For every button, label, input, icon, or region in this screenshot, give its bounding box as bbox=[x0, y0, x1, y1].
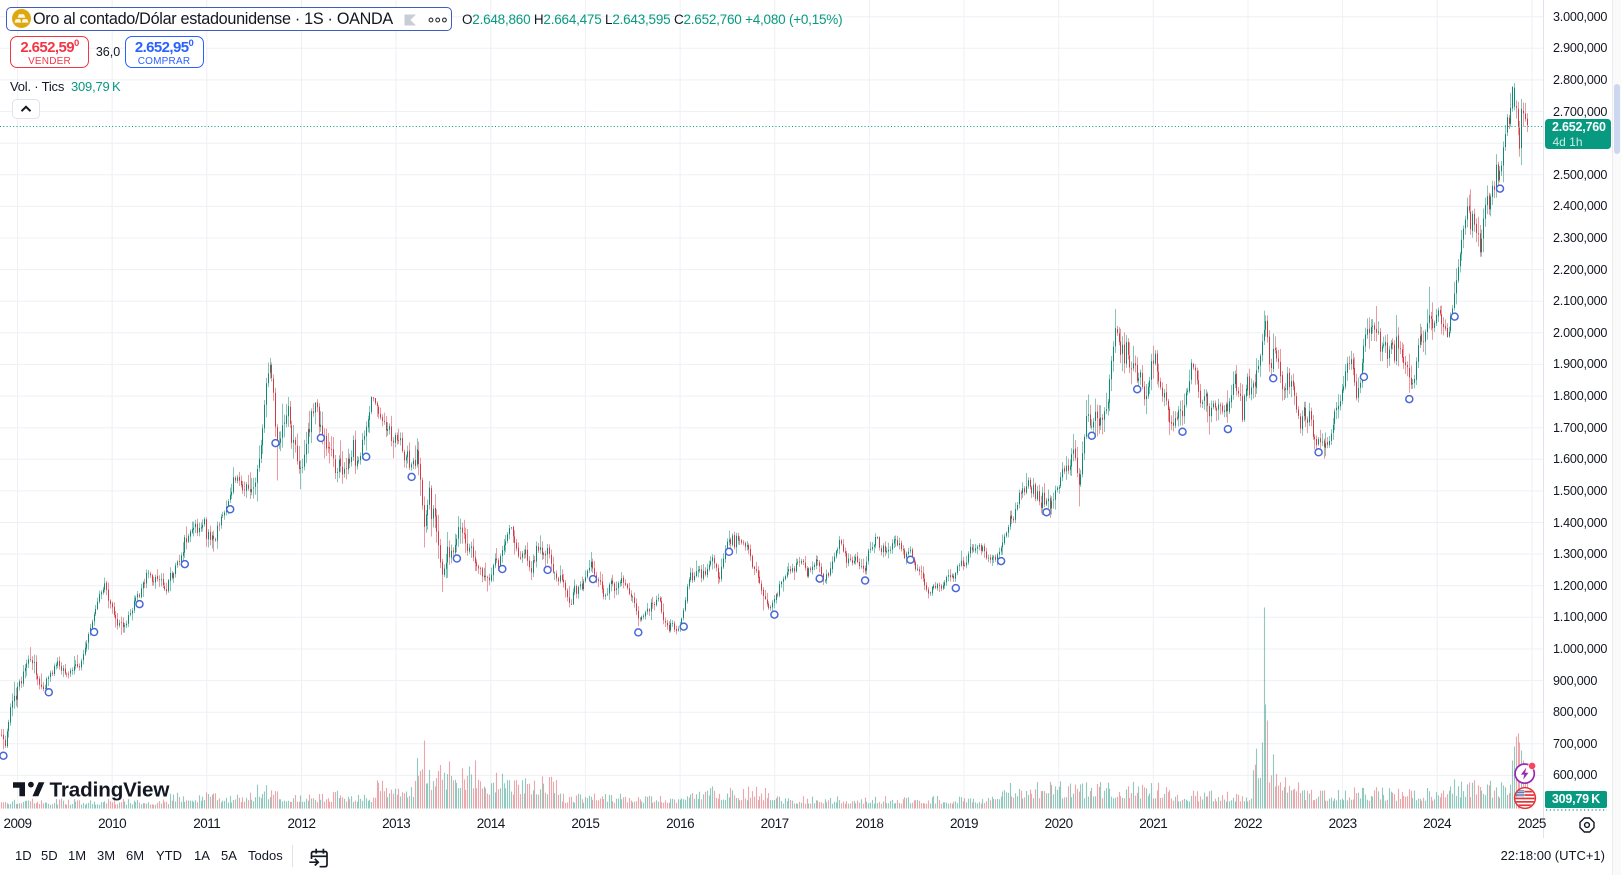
svg-text:TradingView: TradingView bbox=[50, 778, 171, 801]
